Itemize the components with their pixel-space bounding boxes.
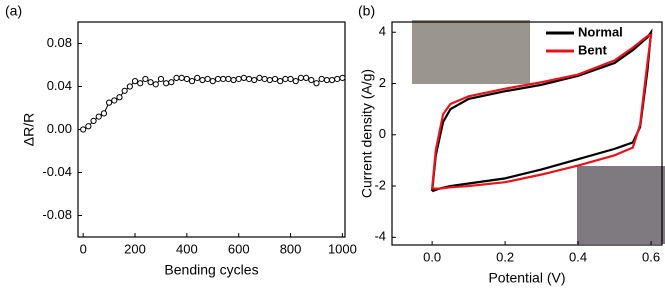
x-tick-label: 800	[280, 241, 302, 256]
y-tick-label: 0.08	[47, 35, 72, 50]
data-point	[304, 75, 309, 80]
data-point	[189, 79, 194, 84]
y-tick-label: -0.08	[42, 207, 72, 222]
data-point	[309, 77, 314, 82]
data-point	[257, 75, 262, 80]
data-point	[158, 76, 163, 81]
data-point	[262, 76, 267, 81]
data-point	[283, 76, 288, 81]
data-point	[122, 88, 127, 93]
data-point	[174, 75, 179, 80]
x-tick-label: 0.6	[642, 249, 660, 264]
data-point	[153, 82, 158, 87]
data-point	[231, 77, 236, 82]
data-point	[200, 77, 205, 82]
data-point	[226, 76, 231, 81]
x-tick-label: 200	[124, 241, 146, 256]
y-axis-label: ΔR/R	[21, 113, 37, 146]
panel-label: (a)	[5, 3, 22, 19]
data-point	[252, 77, 257, 82]
data-point	[298, 75, 303, 80]
data-point	[272, 76, 277, 81]
data-point	[205, 76, 210, 81]
x-tick-label: 0.0	[423, 249, 441, 264]
y-tick-label: 0	[379, 126, 386, 141]
data-point	[107, 100, 112, 105]
x-tick-label: 1000	[328, 241, 357, 256]
data-point	[148, 80, 153, 85]
data-point	[195, 75, 200, 80]
data-point	[329, 77, 334, 82]
x-axis-label: Bending cycles	[164, 262, 258, 278]
y-tick-label: 4	[379, 24, 386, 39]
data-point	[184, 76, 189, 81]
y-tick-label: 2	[379, 75, 386, 90]
data-point	[324, 77, 329, 82]
x-tick-label: 0.2	[496, 249, 514, 264]
inset-photo	[577, 166, 665, 244]
data-point	[112, 98, 117, 103]
data-point	[236, 76, 241, 81]
data-point	[246, 76, 251, 81]
data-point	[319, 76, 324, 81]
legend-label: Bent	[578, 42, 608, 57]
data-point	[117, 95, 122, 100]
data-point	[241, 75, 246, 80]
data-point	[101, 111, 106, 116]
y-tick-label: 0.00	[47, 121, 72, 136]
x-tick-label: 0.4	[569, 249, 587, 264]
x-tick-label: 0	[80, 241, 87, 256]
data-point	[288, 76, 293, 81]
data-point	[267, 77, 272, 82]
y-axis-label: Current density (A/g)	[359, 69, 375, 198]
legend-label: Normal	[578, 24, 623, 39]
x-tick-label: 400	[176, 241, 198, 256]
data-point	[96, 114, 101, 119]
y-tick-label: -0.04	[42, 164, 72, 179]
data-point	[169, 80, 174, 85]
x-axis-label: Potential (V)	[488, 270, 565, 286]
data-point	[164, 81, 169, 86]
data-point	[314, 81, 319, 86]
data-point	[86, 124, 91, 129]
data-point	[179, 75, 184, 80]
data-point	[278, 79, 283, 84]
plot-frame	[78, 22, 345, 237]
data-point	[138, 81, 143, 86]
data-point	[127, 84, 132, 89]
data-point	[340, 75, 345, 80]
data-point	[143, 76, 148, 81]
y-tick-label: -4	[374, 229, 386, 244]
data-point	[335, 76, 340, 81]
data-point	[210, 79, 215, 84]
data-point	[91, 118, 96, 123]
data-point	[293, 79, 298, 84]
trend-line	[83, 78, 342, 130]
panel-label: (b)	[358, 3, 375, 19]
data-point	[81, 127, 86, 132]
data-point	[221, 76, 226, 81]
x-tick-label: 600	[228, 241, 250, 256]
data-point	[215, 76, 220, 81]
y-tick-label: 0.04	[47, 78, 72, 93]
y-tick-label: -2	[374, 177, 386, 192]
figure: (a)Bending cyclesΔR/R-0.08-0.040.000.040…	[0, 0, 665, 289]
data-point	[132, 79, 137, 84]
inset-photo	[412, 20, 530, 84]
